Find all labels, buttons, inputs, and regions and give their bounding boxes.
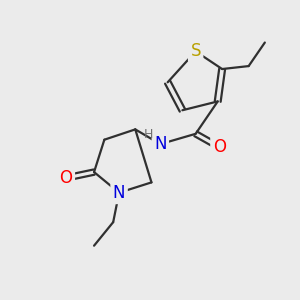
Text: H: H	[144, 128, 153, 141]
Text: N: N	[113, 184, 125, 202]
Text: S: S	[190, 42, 201, 60]
Text: N: N	[154, 135, 167, 153]
Text: O: O	[60, 169, 73, 187]
Text: O: O	[213, 138, 226, 156]
